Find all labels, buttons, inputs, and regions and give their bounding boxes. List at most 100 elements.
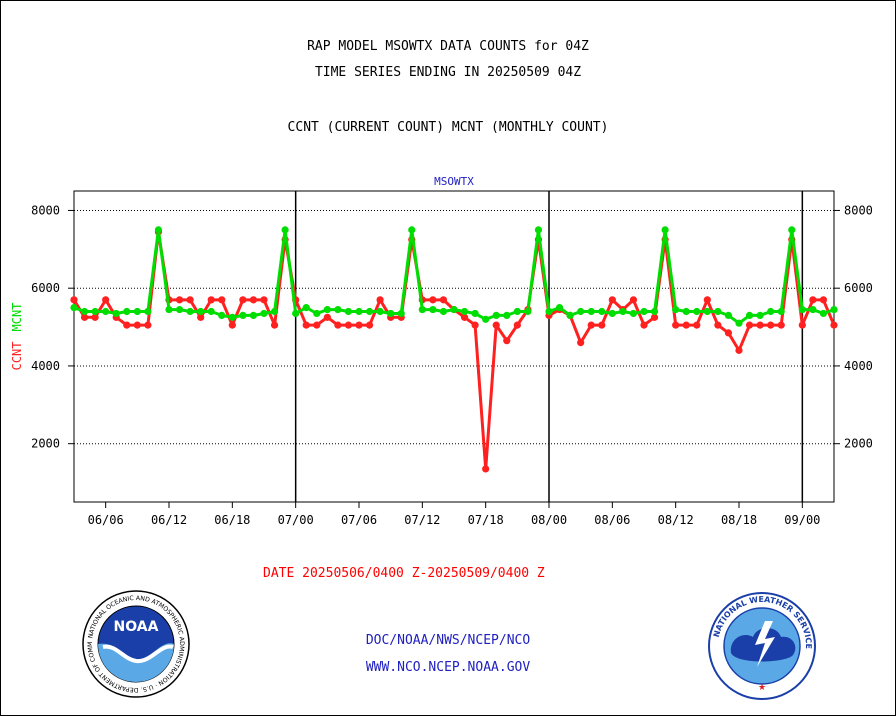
x-tick-label: 08/12: [658, 513, 694, 527]
y-axis-label-mcnt: MCNT: [10, 303, 24, 332]
data-point-mcnt: [460, 307, 469, 316]
data-point-mcnt: [703, 307, 711, 316]
x-tick-label: 06/06: [88, 513, 124, 527]
data-point-ccnt: [608, 296, 616, 304]
station-label: MSOWTX: [434, 175, 474, 188]
data-point-ccnt: [123, 321, 131, 329]
data-point-mcnt: [682, 307, 690, 316]
data-point-mcnt: [693, 307, 701, 316]
data-point-mcnt: [102, 307, 110, 316]
data-point-mcnt: [239, 311, 247, 319]
data-point-mcnt: [91, 307, 99, 316]
data-point-ccnt: [302, 321, 310, 329]
data-point-ccnt: [714, 321, 722, 329]
data-point-ccnt: [239, 296, 247, 304]
data-point-mcnt: [513, 307, 521, 316]
chart-title-line1: RAP MODEL MSOWTX DATA COUNTS for 04Z: [307, 39, 589, 54]
y-axis-label-ccnt: CCNT: [10, 342, 24, 371]
data-point-mcnt: [640, 307, 648, 316]
x-tick-label: 07/00: [278, 513, 314, 527]
data-point-mcnt: [492, 311, 500, 319]
data-point-mcnt: [112, 309, 120, 318]
y-tick-label-right: 4000: [844, 359, 873, 373]
data-point-ccnt: [102, 296, 110, 304]
data-point-ccnt: [228, 321, 236, 329]
data-point-mcnt: [80, 307, 89, 316]
data-point-ccnt: [756, 321, 764, 329]
data-point-mcnt: [672, 305, 680, 314]
data-point-ccnt: [91, 313, 99, 321]
data-point-mcnt: [292, 309, 300, 318]
data-point-mcnt: [260, 309, 268, 318]
data-point-ccnt: [334, 321, 342, 329]
data-point-mcnt: [186, 307, 194, 316]
data-point-ccnt: [598, 321, 606, 329]
data-point-ccnt: [175, 296, 184, 304]
data-point-mcnt: [608, 309, 616, 318]
data-point-mcnt: [344, 307, 353, 316]
data-point-mcnt: [165, 305, 173, 314]
data-point-ccnt: [629, 296, 638, 304]
data-point-ccnt: [819, 296, 828, 304]
y-tick-label-left: 2000: [31, 437, 60, 451]
data-point-mcnt: [365, 307, 374, 316]
data-point-mcnt: [323, 305, 331, 314]
data-point-mcnt: [313, 309, 321, 318]
data-point-mcnt: [197, 307, 205, 316]
data-point-ccnt: [270, 321, 279, 329]
x-tick-label: 09/00: [784, 513, 820, 527]
data-point-ccnt: [735, 346, 743, 354]
y-tick-label-left: 6000: [31, 281, 60, 295]
data-point-mcnt: [450, 305, 458, 314]
data-point-mcnt: [302, 304, 310, 312]
data-point-mcnt: [408, 226, 416, 234]
data-point-ccnt: [471, 321, 479, 329]
data-point-mcnt: [819, 309, 828, 318]
data-point-ccnt: [249, 296, 258, 304]
chart-title-line2: TIME SERIES ENDING IN 20250509 04Z: [314, 65, 582, 80]
data-point-ccnt: [830, 321, 838, 329]
data-point-mcnt: [471, 309, 479, 318]
data-point-ccnt: [260, 296, 268, 304]
data-point-mcnt: [788, 226, 796, 234]
data-point-ccnt: [355, 321, 363, 329]
data-point-mcnt: [798, 305, 806, 314]
data-point-ccnt: [323, 313, 331, 321]
data-point-mcnt: [376, 307, 384, 316]
data-point-ccnt: [439, 296, 448, 304]
data-point-mcnt: [154, 226, 163, 234]
data-point-ccnt: [650, 313, 659, 321]
data-point-mcnt: [650, 307, 659, 316]
data-point-mcnt: [577, 307, 585, 316]
data-point-mcnt: [397, 309, 405, 318]
data-point-ccnt: [197, 313, 205, 321]
data-point-mcnt: [218, 311, 226, 319]
data-point-mcnt: [661, 226, 669, 234]
y-tick-label-right: 2000: [844, 437, 873, 451]
y-tick-label-right: 6000: [844, 281, 873, 295]
data-point-mcnt: [207, 307, 215, 316]
data-point-mcnt: [175, 305, 184, 314]
website-link[interactable]: WWW.NCO.NCEP.NOAA.GOV: [365, 660, 531, 675]
data-point-ccnt: [429, 296, 437, 304]
data-point-ccnt: [460, 313, 469, 321]
data-point-mcnt: [777, 307, 785, 316]
data-point-mcnt: [714, 307, 722, 316]
data-point-mcnt: [439, 307, 448, 316]
data-point-mcnt: [524, 307, 532, 316]
data-point-ccnt: [693, 321, 701, 329]
data-point-ccnt: [186, 296, 194, 304]
data-point-mcnt: [281, 226, 289, 234]
data-point-ccnt: [344, 321, 353, 329]
data-point-mcnt: [619, 307, 627, 316]
data-point-mcnt: [745, 311, 754, 319]
data-point-mcnt: [587, 307, 595, 316]
data-point-mcnt: [809, 305, 817, 314]
y-tick-label-right: 8000: [844, 203, 873, 217]
data-point-mcnt: [482, 315, 490, 323]
data-point-mcnt: [270, 307, 279, 316]
data-point-mcnt: [144, 307, 152, 316]
data-point-mcnt: [555, 304, 564, 312]
